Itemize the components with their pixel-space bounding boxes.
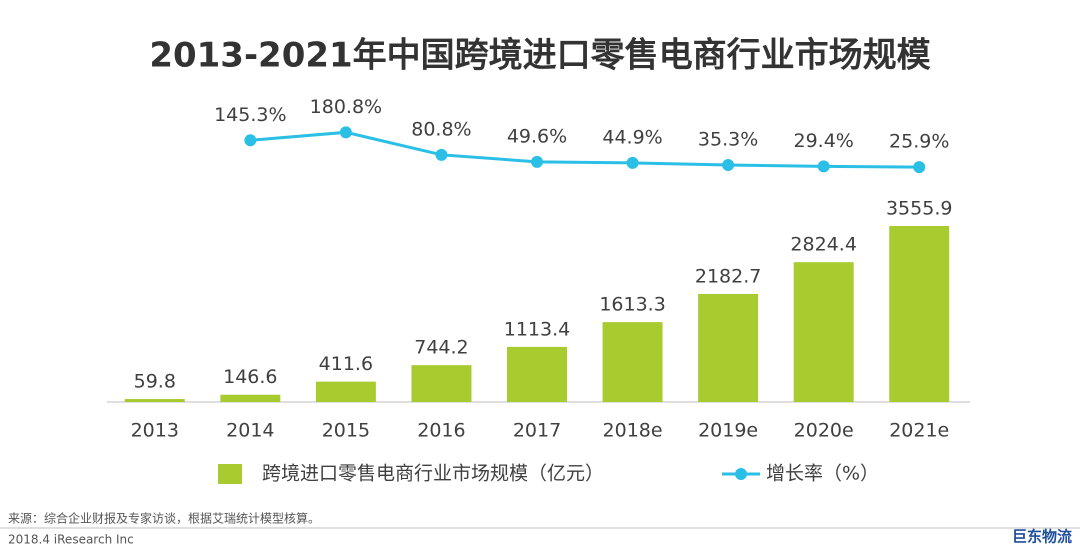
line-point	[435, 148, 448, 161]
bar	[889, 225, 950, 402]
bar-value-label: 1613.3	[599, 294, 665, 316]
legend-label: 增长率（%）	[766, 463, 879, 485]
line-value-label: 180.8%	[310, 96, 382, 118]
line-value-label: 44.9%	[602, 126, 662, 148]
bar	[507, 346, 567, 402]
line-value-label: 35.3%	[698, 129, 758, 151]
bar	[411, 365, 472, 402]
bar	[124, 399, 185, 402]
line-value-label: 49.6%	[507, 125, 567, 147]
line-point	[817, 160, 830, 173]
bar-value-label: 2824.4	[790, 234, 856, 256]
line-point	[913, 161, 926, 174]
x-tick-label: 2018e	[603, 420, 663, 442]
bar	[793, 262, 854, 402]
x-tick-label: 2014	[226, 420, 274, 442]
x-tick-label: 2017	[513, 420, 561, 442]
legend-swatch	[218, 464, 242, 484]
bar	[315, 381, 376, 402]
bar	[602, 322, 663, 402]
credit: 2018.4 iResearch Inc	[8, 533, 134, 547]
line-point	[531, 155, 543, 168]
line-value-label: 80.8%	[411, 118, 471, 140]
bar-value-label: 3555.9	[886, 197, 952, 219]
line-point	[626, 156, 639, 169]
x-tick-label: 2020e	[794, 420, 854, 442]
x-tick-label: 2013	[131, 420, 179, 442]
source-note: 来源：综合企业财报及专家访谈，根据艾瑞统计模型核算。	[8, 511, 320, 526]
x-tick-label: 2016	[417, 420, 465, 442]
bar-value-label: 146.6	[223, 366, 277, 388]
x-tick-label: 2021e	[889, 420, 949, 442]
line-point	[339, 126, 352, 139]
line-value-label: 25.9%	[889, 131, 949, 153]
bar	[698, 293, 759, 402]
legend-swatch-dot	[735, 468, 747, 480]
x-tick-label: 2019e	[698, 420, 758, 442]
logo: 巨东物流	[1012, 528, 1072, 546]
bar-value-label: 744.2	[414, 337, 468, 359]
line-value-label: 29.4%	[793, 130, 853, 152]
bar-value-label: 2182.7	[695, 265, 761, 287]
bar-value-label: 1113.4	[504, 318, 570, 340]
legend-label: 跨境进口零售电商行业市场规模（亿元）	[262, 463, 604, 485]
line-point	[244, 134, 257, 147]
growth-line	[250, 130, 920, 169]
bar-value-label: 59.8	[134, 371, 176, 393]
x-tick-label: 2015	[322, 420, 370, 442]
line-value-label: 145.3%	[214, 104, 286, 126]
bar	[220, 394, 281, 402]
line-point	[722, 159, 735, 172]
chart-title: 2013-2021年中国跨境进口零售电商行业市场规模	[149, 36, 930, 76]
bar-value-label: 411.6	[319, 353, 373, 375]
